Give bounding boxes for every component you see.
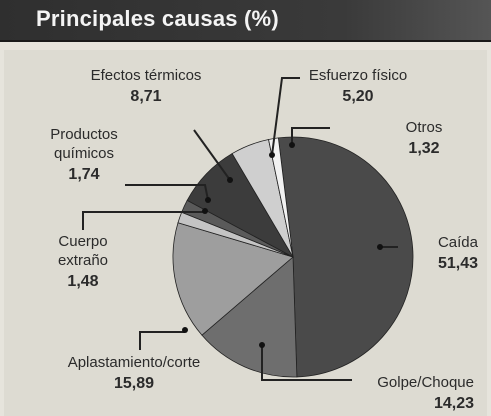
leader-line-productos-quimicos (125, 184, 209, 201)
leader-dot-otros (289, 142, 295, 148)
leader-dot-caida (377, 244, 383, 250)
slice-label-productos-quimicos: Productos químicos (50, 126, 118, 162)
slice-label-otros: Otros (406, 119, 443, 136)
slice-value-efectos-termicos: 8,71 (130, 88, 161, 105)
pie-slice-aplastamiento-corte (172, 222, 294, 336)
slice-label-golpe-choque: Golpe/Choque (377, 374, 474, 391)
leader-line-otros (291, 127, 330, 145)
leader-dot-aplastamiento-corte (182, 327, 188, 333)
leader-line-cuerpo-extrano (82, 211, 205, 230)
pie-slices (172, 136, 414, 378)
leader-dot-efectos-termicos (227, 177, 233, 183)
leader-line-efectos-termicos (193, 129, 231, 181)
slice-value-productos-quimicos: 1,74 (68, 166, 99, 183)
leader-dot-productos-quimicos (205, 197, 211, 203)
leader-line-esfuerzo-fisico (271, 77, 300, 156)
leader-dot-cuerpo-extrano (202, 208, 208, 214)
pie-slice-caida (277, 136, 414, 378)
pie-slice-golpe-choque (201, 256, 298, 378)
slice-value-aplastamiento-corte: 15,89 (114, 375, 154, 392)
leader-line-aplastamiento-corte (139, 331, 185, 350)
leader-dot-esfuerzo-fisico (269, 152, 275, 158)
slice-value-cuerpo-extrano: 1,48 (67, 273, 98, 290)
slice-value-otros: 1,32 (408, 140, 439, 157)
slice-labels: Caída 51,43 Golpe/Choque 14,23 Aplastamiento… (50, 67, 478, 412)
slice-label-caida: Caída (438, 234, 479, 251)
slice-value-caida: 51,43 (438, 255, 478, 272)
slice-label-aplastamiento-corte: Aplastamiento/corte (68, 354, 201, 371)
slice-label-cuerpo-extrano: Cuerpo extraño (58, 233, 108, 269)
slice-value-esfuerzo-fisico: 5,20 (342, 88, 373, 105)
chart-title: Principales causas (%) (36, 6, 279, 31)
leader-line-golpe-choque (261, 345, 352, 381)
slice-label-efectos-termicos: Efectos térmicos (91, 67, 202, 84)
slice-value-golpe-choque: 14,23 (434, 395, 474, 412)
chart-header: Principales causas (%) (0, 0, 491, 42)
leader-dot-golpe-choque (259, 342, 265, 348)
slice-label-esfuerzo-fisico: Esfuerzo físico (309, 67, 407, 84)
leader-lines (82, 77, 398, 381)
